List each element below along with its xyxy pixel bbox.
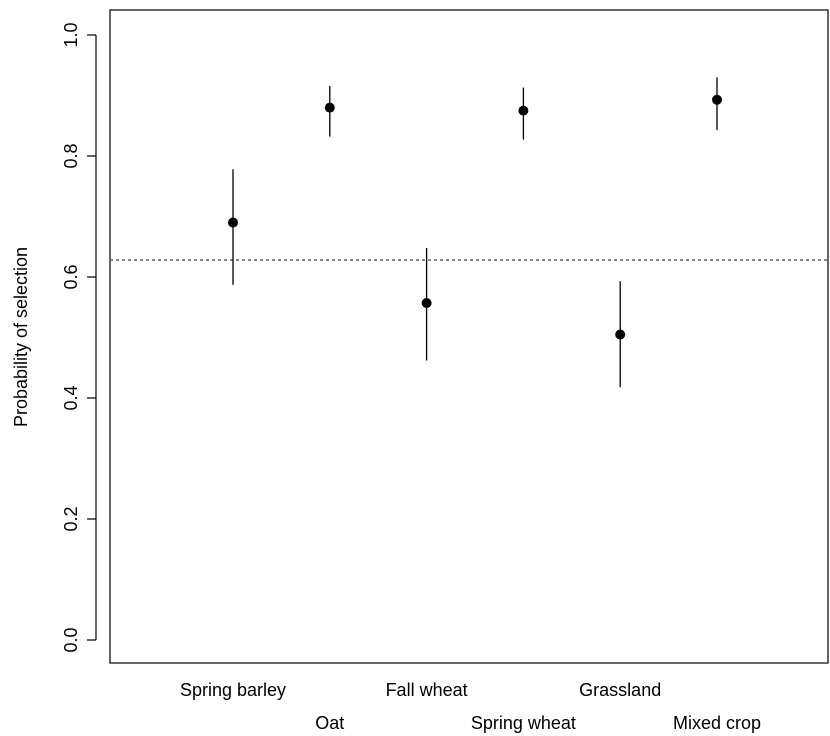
error-bars <box>232 77 718 388</box>
data-point <box>615 329 626 340</box>
category-label: Fall wheat <box>386 680 468 700</box>
data-point <box>421 298 432 309</box>
category-label: Grassland <box>579 680 661 700</box>
y-tick-label: 0.2 <box>61 506 81 531</box>
category-label: Spring barley <box>180 680 286 700</box>
data-point <box>518 105 529 116</box>
category-label: Oat <box>315 713 344 733</box>
category-label: Spring wheat <box>471 713 576 733</box>
category-label: Mixed crop <box>673 713 761 733</box>
data-point <box>228 217 238 228</box>
data-point <box>712 94 722 105</box>
y-axis-title: Probability of selection <box>11 247 31 427</box>
y-tick-label: 0.8 <box>61 143 81 168</box>
y-tick-label: 0.0 <box>61 627 81 652</box>
y-axis-ticks: 0.0 0.2 0.4 0.6 0.8 1.0 <box>61 22 96 653</box>
y-tick-label: 0.6 <box>61 264 81 289</box>
data-point <box>324 102 335 113</box>
y-tick-label: 0.4 <box>61 385 81 410</box>
y-tick-label: 1.0 <box>61 22 81 47</box>
data-points <box>228 94 722 340</box>
plot-frame <box>109 9 829 664</box>
